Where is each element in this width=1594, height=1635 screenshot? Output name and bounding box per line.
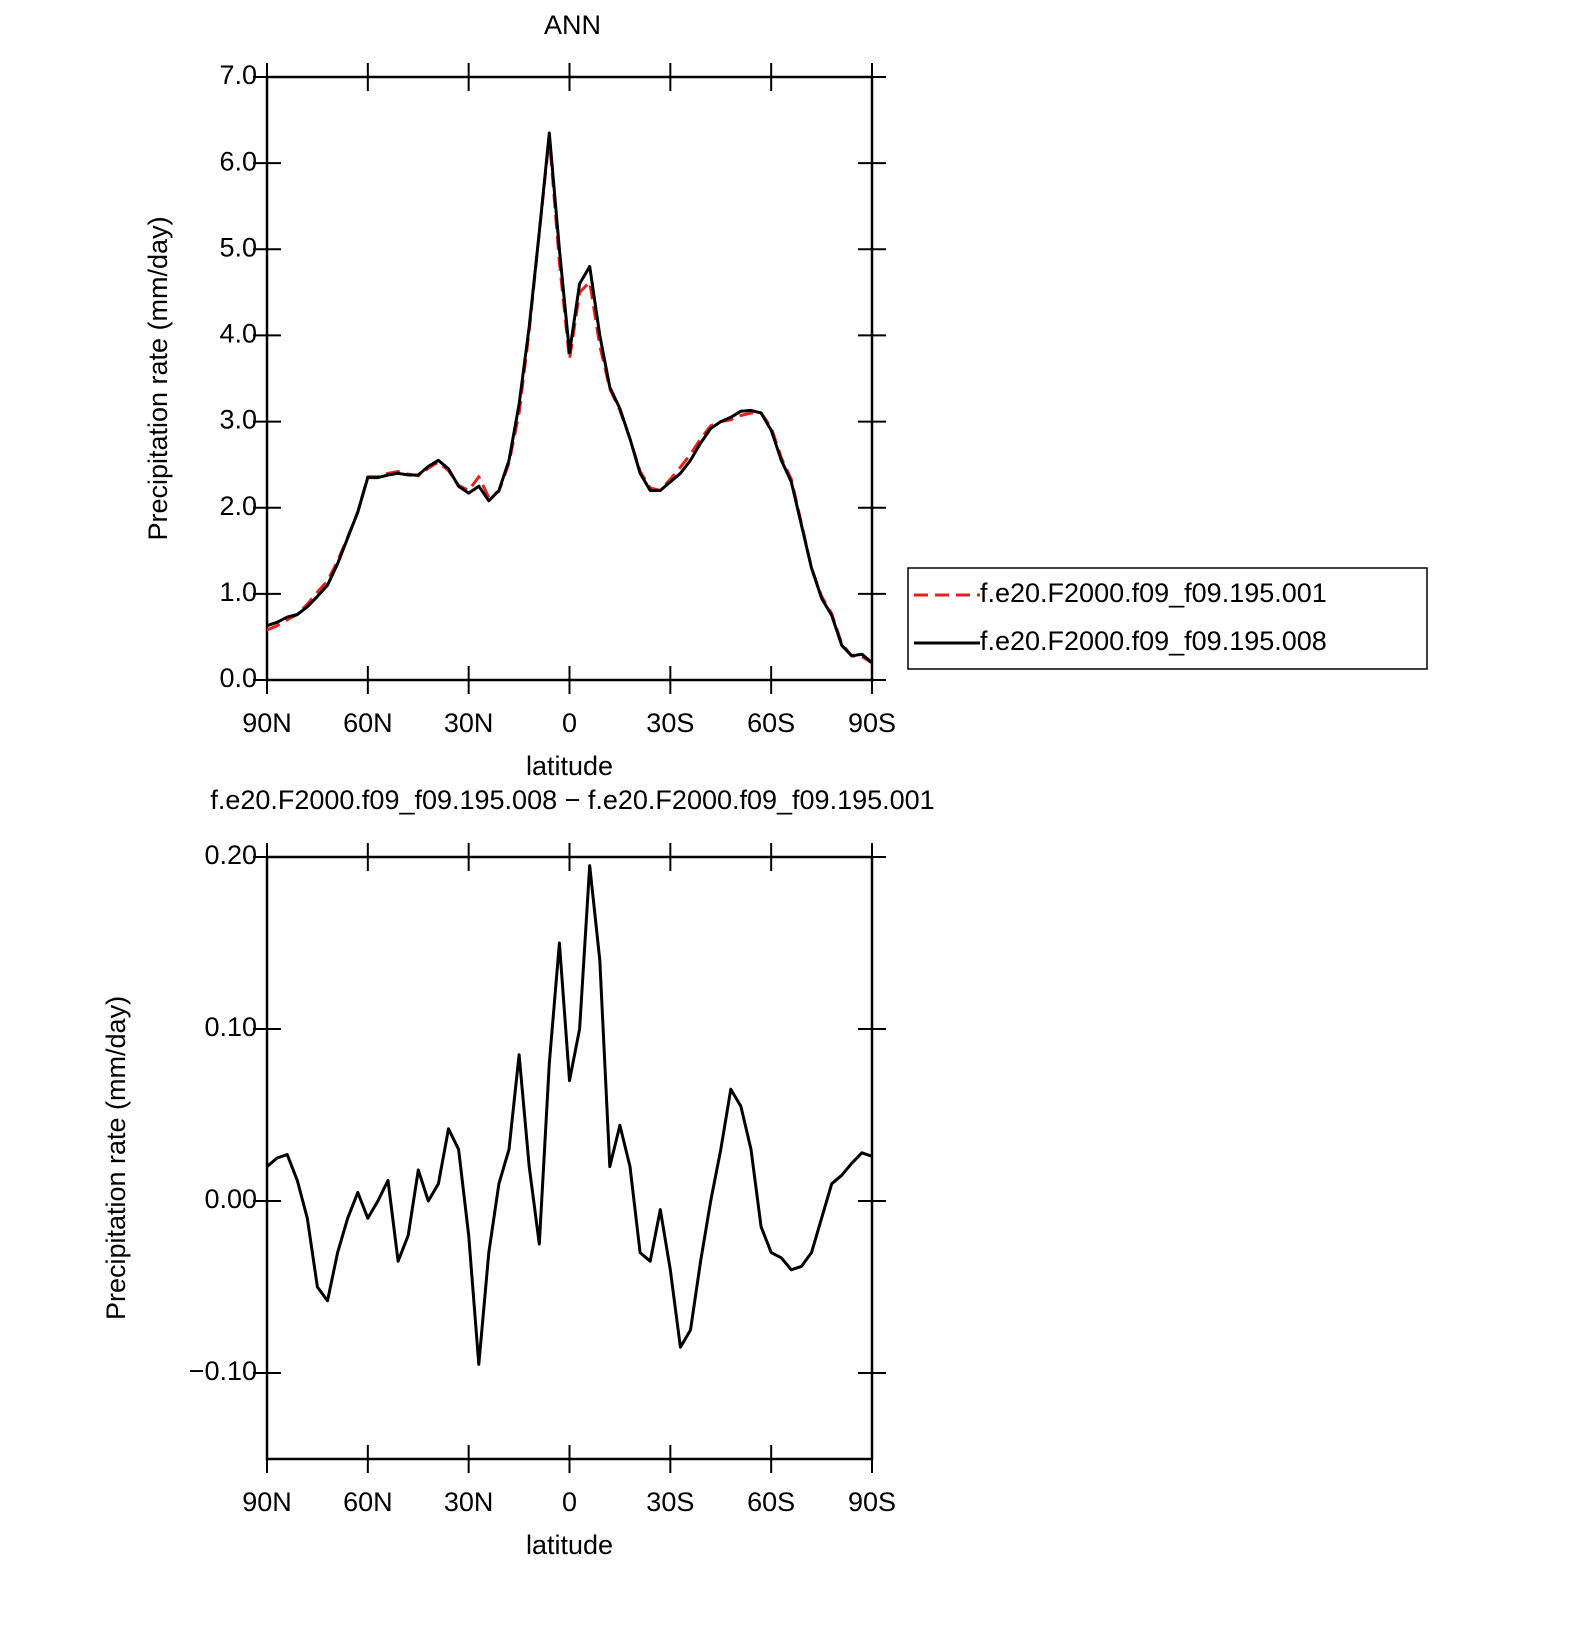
- data-line: [266, 135, 873, 665]
- legend-box: [907, 567, 1428, 670]
- x-tick-label: 0: [562, 1487, 577, 1517]
- y-tick-label: 5.0: [219, 232, 257, 262]
- x-tick-label: 30S: [646, 1487, 694, 1517]
- y-tick-label: 7.0: [219, 60, 257, 90]
- legend-label: f.e20.F2000.f09_f09.195.008: [980, 626, 1327, 656]
- x-tick-label: 30N: [444, 708, 494, 738]
- chart-title: f.e20.F2000.f09_f09.195.008 − f.e20.F200…: [210, 785, 934, 815]
- y-tick-label: 2.0: [219, 491, 257, 521]
- y-tick-label: 0.10: [204, 1012, 257, 1042]
- legend-label: f.e20.F2000.f09_f09.195.001: [980, 578, 1327, 608]
- plot-frame: [265, 75, 874, 682]
- x-tick-label: 0: [562, 708, 577, 738]
- x-tick-label: 60S: [747, 1487, 795, 1517]
- x-tick-label: 90N: [242, 708, 292, 738]
- plot-frame: [265, 855, 874, 1461]
- x-tick-label: 30N: [444, 1487, 494, 1517]
- chart-title: ANN: [544, 10, 601, 40]
- x-tick-label: 60S: [747, 708, 795, 738]
- x-tick-label: 90N: [242, 1487, 292, 1517]
- y-tick-label: 3.0: [219, 405, 257, 435]
- y-tick-label: 6.0: [219, 146, 257, 176]
- y-tick-label: 0.20: [204, 840, 257, 870]
- x-tick-label: 60N: [343, 1487, 393, 1517]
- y-tick-label: 0.0: [219, 663, 257, 693]
- y-tick-label: 1.0: [219, 577, 257, 607]
- y-axis-label: Precipitation rate (mm/day): [101, 996, 131, 1320]
- x-axis-label: latitude: [526, 1530, 613, 1560]
- data-line: [266, 131, 873, 664]
- x-axis-label: latitude: [526, 751, 613, 781]
- x-tick-label: 30S: [646, 708, 694, 738]
- y-tick-label: −0.10: [189, 1356, 257, 1386]
- data-line: [266, 864, 873, 1366]
- x-tick-label: 60N: [343, 708, 393, 738]
- y-tick-label: 0.00: [204, 1184, 257, 1214]
- x-tick-label: 90S: [848, 708, 896, 738]
- x-tick-label: 90S: [848, 1487, 896, 1517]
- y-axis-label: Precipitation rate (mm/day): [143, 216, 173, 540]
- y-tick-label: 4.0: [219, 319, 257, 349]
